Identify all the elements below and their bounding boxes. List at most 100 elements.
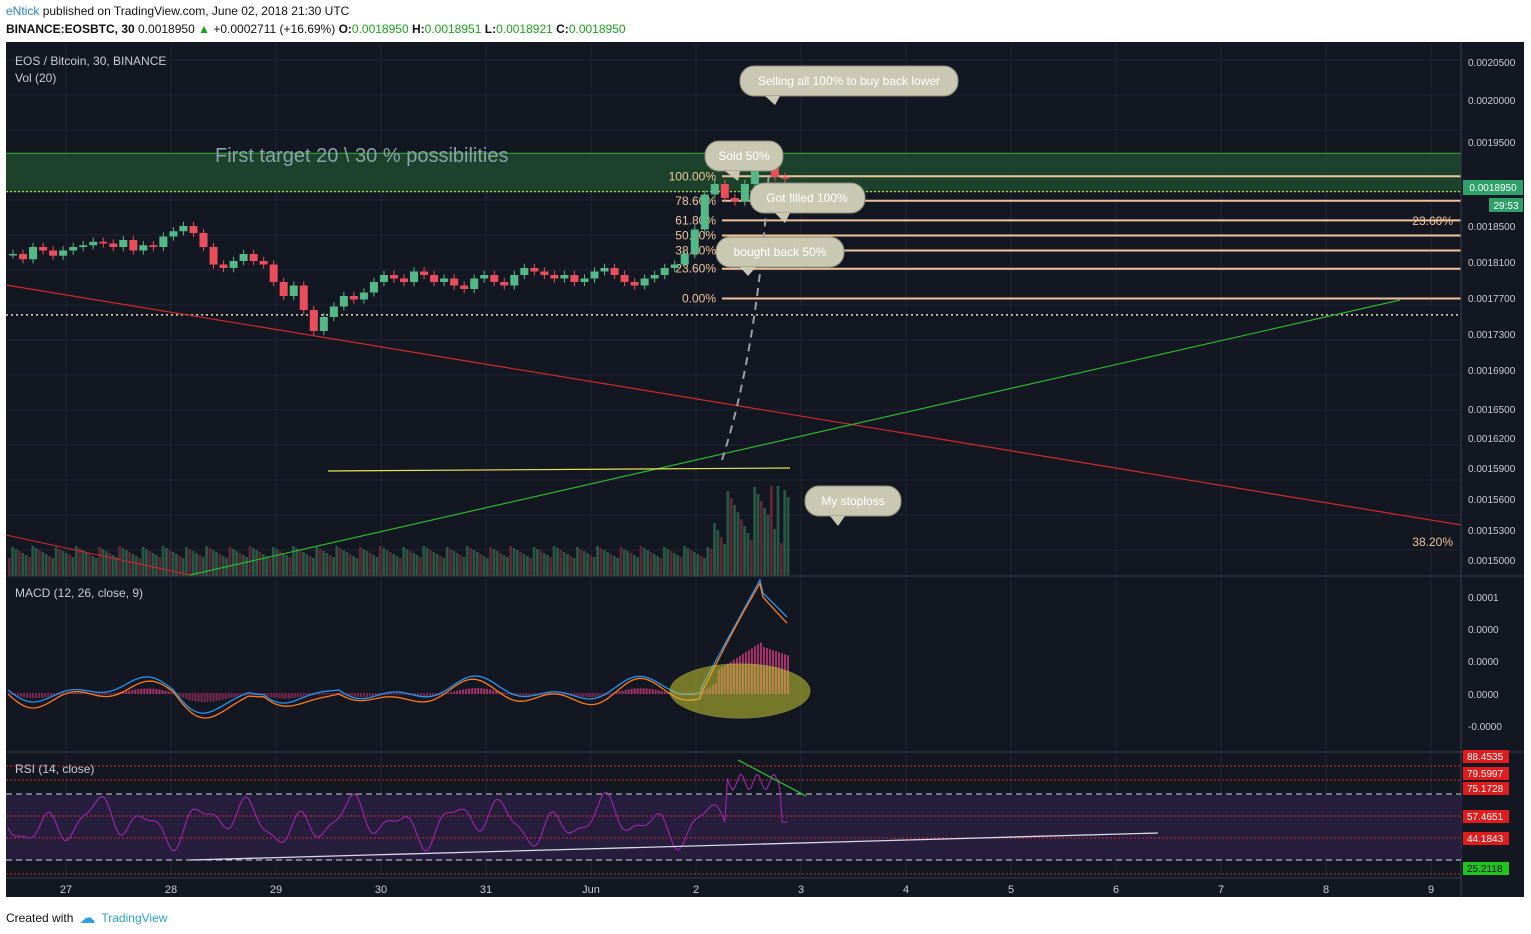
macd-bar-171 <box>522 693 525 697</box>
volume-bar-230 <box>776 486 780 576</box>
volume-bar-166 <box>562 552 566 576</box>
macd-bar-157 <box>480 688 483 694</box>
volume-bar-202 <box>683 546 686 576</box>
volume-bar-78 <box>268 558 272 576</box>
volume-bar-127 <box>432 552 436 576</box>
volume-bar-95 <box>325 553 329 576</box>
volume-bar-1 <box>11 547 15 576</box>
macd-bar-5 <box>23 693 26 698</box>
macd-bar-129 <box>395 693 398 695</box>
macd-highlight-ellipse <box>669 663 811 719</box>
macd-bar-188 <box>573 693 576 696</box>
macd-bar-44 <box>140 688 143 694</box>
price-tick-5: 0.0018100 <box>1468 258 1516 269</box>
time-tick-10: 6 <box>1113 884 1119 896</box>
candle-body-28 <box>289 285 298 296</box>
volume-bar-55 <box>191 551 195 576</box>
macd-bar-178 <box>543 693 546 696</box>
volume-bar-209 <box>706 547 710 576</box>
volume-bar-8 <box>34 548 38 576</box>
candle-body-42 <box>430 275 439 282</box>
volume-bar-168 <box>569 556 573 576</box>
volume-bar-217 <box>733 505 736 576</box>
volume-bar-113 <box>385 550 389 576</box>
macd-bar-4 <box>20 693 23 697</box>
price-tick-10: 0.0016200 <box>1468 434 1516 445</box>
candle-body-55 <box>560 275 569 279</box>
macd-bar-41 <box>131 690 134 694</box>
price-scale[interactable]: 0.0020500 0.0020000 0.0019500 0.0018950 0.00… <box>1468 58 1516 567</box>
volume-bar-193 <box>652 554 656 576</box>
volume-bar-169 <box>572 558 576 576</box>
volume-bar-112 <box>382 548 386 576</box>
volume-bar-81 <box>278 551 282 576</box>
volume-bar-62 <box>215 552 218 576</box>
volume-bar-27 <box>98 547 101 576</box>
tradingview-link[interactable]: TradingView <box>101 911 168 925</box>
candle-body-20 <box>209 247 218 265</box>
volume-bar-197 <box>666 549 670 576</box>
macd-bar-204 <box>621 690 624 694</box>
volume-bar-148 <box>502 555 506 576</box>
volume-bar-198 <box>669 551 673 576</box>
volume-bar-226 <box>763 508 767 576</box>
macd-bar-210 <box>639 688 642 694</box>
volume-bar-109 <box>372 555 376 576</box>
volume-bar-187 <box>632 555 636 576</box>
volume-bar-45 <box>158 557 162 576</box>
volume-bar-188 <box>636 557 640 576</box>
volume-bar-207 <box>699 556 703 576</box>
macd-bar-45 <box>143 688 146 694</box>
macd-bar-24 <box>80 692 83 694</box>
macd-bar-34 <box>110 693 113 695</box>
candle-body-5 <box>59 250 68 256</box>
macd-bar-40 <box>128 690 131 694</box>
macd-bar-170 <box>519 693 522 697</box>
macd-bar-131 <box>402 693 405 695</box>
price-tick-7: 0.0017300 <box>1468 330 1516 341</box>
candle-body-46 <box>470 278 479 289</box>
candle-body-69 <box>700 194 709 230</box>
volume-bar-120 <box>409 551 412 576</box>
volume-bar-20 <box>74 546 78 576</box>
macd-bar-10 <box>38 693 41 699</box>
trading-chart[interactable]: First target 20 \ 30 % possibilities 23.… <box>0 42 1531 898</box>
volume-bar-225 <box>759 501 763 576</box>
candle-body-45 <box>460 285 469 289</box>
price-tick-12: 0.0015600 <box>1468 495 1516 506</box>
macd-bar-70 <box>218 693 221 701</box>
macd-title: MACD (12, 26, close, 9) <box>15 586 143 600</box>
candle-body-10 <box>109 243 118 247</box>
macd-bar-137 <box>420 693 423 697</box>
volume-bar-123 <box>419 557 422 576</box>
volume-bar-16 <box>61 551 65 576</box>
volume-bar-52 <box>181 558 185 576</box>
time-axis[interactable]: 27 28 29 30 31 Jun 2 3 4 5 6 7 8 9 <box>60 884 1434 896</box>
macd-bar-108 <box>332 693 335 695</box>
volume-bar-138 <box>469 548 472 576</box>
macd-bar-57 <box>179 693 182 697</box>
candle-body-15 <box>159 236 168 247</box>
macd-bar-91 <box>281 693 284 699</box>
macd-bar-66 <box>206 693 209 702</box>
macd-bar-95 <box>293 693 296 698</box>
rsi-tag-text-2: 75.1728 <box>1467 784 1504 795</box>
macd-bar-120 <box>368 693 371 697</box>
candle-body-40 <box>410 271 419 282</box>
time-tick-8: 4 <box>903 884 909 896</box>
green-trendline <box>189 299 1401 576</box>
volume-bar-40 <box>141 547 145 576</box>
macd-bar-165 <box>504 692 507 694</box>
macd-bar-31 <box>101 693 104 695</box>
fib-label-6: 0.00% <box>682 291 716 305</box>
volume-bar-233 <box>786 497 790 576</box>
macd-bar-159 <box>486 689 489 694</box>
macd-bar-21 <box>71 692 74 694</box>
macd-bar-87 <box>269 693 272 698</box>
time-tick-5: Jun <box>582 884 600 896</box>
last-price-tag <box>1463 180 1523 195</box>
volume-bar-5 <box>24 555 28 576</box>
author-link[interactable]: eNtick <box>6 4 40 18</box>
macd-scale: 0.0001 0.0000 0.0000 0.0000 -0.0000 <box>1468 593 1502 733</box>
volume-bar-67 <box>231 549 235 576</box>
